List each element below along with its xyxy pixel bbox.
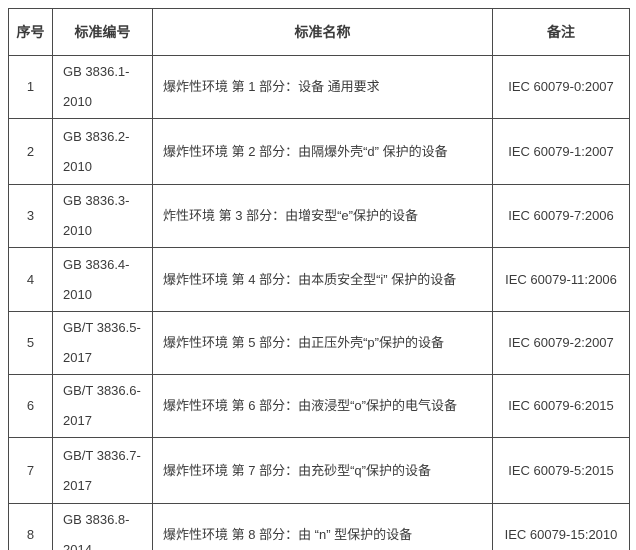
cell-code: GB/T 3836.7-2017	[52, 437, 153, 504]
cell-remark: IEC 60079-15:2010	[492, 503, 630, 550]
cell-name: 爆炸性环境 第 5 部分：由正压外壳“p”保护的设备	[152, 311, 493, 375]
table-row: 1 GB 3836.1-2010 爆炸性环境 第 1 部分：设备 通用要求 IEC 6…	[8, 55, 630, 119]
header-cell-no: 序号	[8, 8, 53, 56]
header-cell-code: 标准编号	[52, 8, 153, 56]
cell-remark: IEC 60079-2:2007	[492, 311, 630, 375]
cell-code: GB/T 3836.5-2017	[52, 311, 153, 375]
table-row: 8 GB 3836.8-2014 爆炸性环境 第 8 部分：由 “n” 型保护的设备…	[8, 503, 630, 550]
table-row: 6 GB/T 3836.6-2017 爆炸性环境 第 6 部分：由液浸型“o”保护的…	[8, 374, 630, 438]
header-row: 序号 标准编号 标准名称 备注	[8, 8, 630, 56]
cell-code: GB 3836.8-2014	[52, 503, 153, 550]
cell-no: 2	[8, 118, 53, 185]
cell-no: 5	[8, 311, 53, 375]
cell-no: 7	[8, 437, 53, 504]
table-row: 4 GB 3836.4-2010 爆炸性环境 第 4 部分：由本质安全型“i” 保护…	[8, 247, 630, 312]
cell-no: 4	[8, 247, 53, 312]
table-header: 序号 标准编号 标准名称 备注	[8, 8, 630, 56]
cell-name: 爆炸性环境 第 4 部分：由本质安全型“i” 保护的设备	[152, 247, 493, 312]
cell-code: GB 3836.4-2010	[52, 247, 153, 312]
cell-code: GB 3836.2-2010	[52, 118, 153, 185]
cell-no: 1	[8, 55, 53, 119]
table-row: 7 GB/T 3836.7-2017 爆炸性环境 第 7 部分：由充砂型“q”保护的…	[8, 437, 630, 504]
cell-code: GB/T 3836.6-2017	[52, 374, 153, 438]
cell-remark: IEC 60079-11:2006	[492, 247, 630, 312]
header-cell-name: 标准名称	[152, 8, 493, 56]
cell-name: 爆炸性环境 第 8 部分：由 “n” 型保护的设备	[152, 503, 493, 550]
cell-no: 8	[8, 503, 53, 550]
cell-remark: IEC 60079-1:2007	[492, 118, 630, 185]
cell-code: GB 3836.1-2010	[52, 55, 153, 119]
cell-name: 爆炸性环境 第 6 部分：由液浸型“o”保护的电气设备	[152, 374, 493, 438]
table-row: 2 GB 3836.2-2010 爆炸性环境 第 2 部分：由隔爆外壳“d” 保护的…	[8, 118, 630, 185]
cell-no: 6	[8, 374, 53, 438]
cell-name: 爆炸性环境 第 2 部分：由隔爆外壳“d” 保护的设备	[152, 118, 493, 185]
table-row: 5 GB/T 3836.5-2017 爆炸性环境 第 5 部分：由正压外壳“p”保护…	[8, 311, 630, 375]
cell-name: 爆炸性环境 第 1 部分：设备 通用要求	[152, 55, 493, 119]
cell-no: 3	[8, 184, 53, 248]
cell-name: 炸性环境 第 3 部分：由增安型“e”保护的设备	[152, 184, 493, 248]
cell-remark: IEC 60079-6:2015	[492, 374, 630, 438]
cell-remark: IEC 60079-7:2006	[492, 184, 630, 248]
cell-name: 爆炸性环境 第 7 部分：由充砂型“q”保护的设备	[152, 437, 493, 504]
cell-remark: IEC 60079-5:2015	[492, 437, 630, 504]
cell-remark: IEC 60079-0:2007	[492, 55, 630, 119]
standards-table: 序号 标准编号 标准名称 备注 1 GB 3836.1-2010 爆炸性环境 第 1…	[8, 8, 630, 550]
header-cell-remark: 备注	[492, 8, 630, 56]
cell-code: GB 3836.3-2010	[52, 184, 153, 248]
table-row: 3 GB 3836.3-2010 炸性环境 第 3 部分：由增安型“e”保护的设备 I…	[8, 184, 630, 248]
table-body: 1 GB 3836.1-2010 爆炸性环境 第 1 部分：设备 通用要求 IEC 6…	[8, 55, 630, 550]
